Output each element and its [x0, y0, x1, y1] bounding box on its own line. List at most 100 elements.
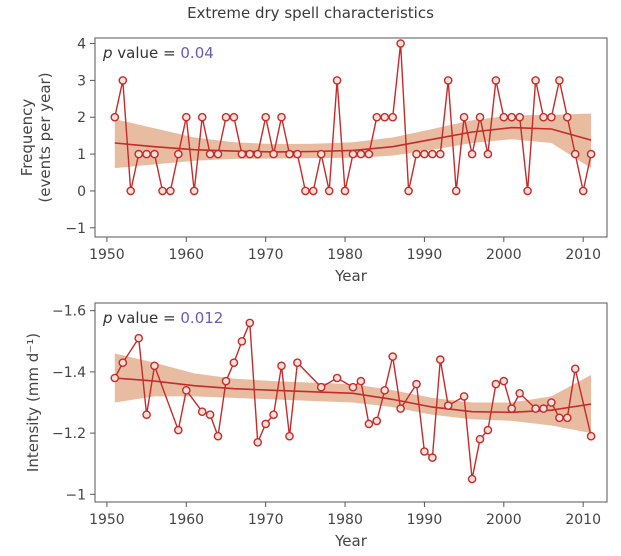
intensity-point	[531, 404, 540, 413]
frequency-plot-frame	[94, 37, 608, 238]
frequency-y-tick-label: 4	[77, 37, 86, 53]
frequency-point	[586, 149, 596, 159]
frequency-point	[340, 186, 350, 196]
intensity-point	[364, 419, 374, 429]
frequency-point	[467, 149, 477, 159]
intensity-point	[173, 425, 183, 435]
frequency-point	[475, 112, 485, 122]
frequency-x-tick-label: 1960	[168, 247, 204, 263]
frequency-point	[332, 76, 342, 85]
intensity-point	[555, 413, 564, 423]
intensity-point	[261, 419, 271, 429]
intensity-point	[483, 425, 493, 435]
frequency-point	[547, 112, 556, 122]
frequency-point	[570, 149, 580, 159]
intensity-point	[110, 373, 120, 383]
intensity-point	[515, 388, 525, 398]
frequency-point	[396, 39, 405, 48]
frequency-x-tick-label: 1990	[407, 247, 443, 263]
intensity-y-tick-label: −1	[65, 487, 86, 503]
intensity-point	[435, 355, 445, 364]
intensity-point	[316, 382, 326, 392]
intensity-point	[181, 385, 191, 395]
intensity-point	[118, 358, 128, 368]
frequency-y-tick-label: 0	[77, 184, 86, 200]
frequency-point	[301, 186, 310, 196]
intensity-plot-frame	[94, 302, 608, 503]
intensity-point	[412, 379, 421, 389]
intensity-point	[293, 358, 302, 368]
frequency-point	[142, 149, 151, 159]
intensity-x-tick-label: 1960	[168, 512, 204, 528]
intensity-point	[491, 379, 501, 389]
intensity-point	[396, 404, 405, 413]
frequency-confidence-band	[114, 113, 592, 169]
frequency-point	[404, 186, 413, 196]
frequency-point	[118, 76, 128, 85]
intensity-x-tick-label: 2010	[565, 512, 601, 528]
frequency-point	[269, 149, 278, 159]
frequency-point	[420, 149, 429, 159]
intensity-x-tick-label: 1970	[248, 512, 284, 528]
frequency-point	[388, 112, 398, 122]
p-value-label: p	[102, 309, 113, 327]
frequency-y-tick-label: 3	[77, 73, 86, 89]
intensity-point	[467, 474, 477, 484]
frequency-point	[189, 186, 199, 196]
frequency-point	[285, 149, 294, 159]
frequency-point	[158, 186, 167, 196]
intensity-point	[150, 361, 159, 371]
intensity-point	[507, 404, 517, 413]
frequency-point	[563, 112, 572, 122]
frequency-point	[483, 149, 493, 159]
intensity-panel: 1950 1960 1970 1980 1990 2000 2010 −1.6 −1.4 −1.2…	[24, 302, 608, 550]
frequency-point	[578, 186, 588, 196]
frequency-point	[491, 76, 501, 85]
intensity-y-tick-label: −1.6	[52, 304, 86, 320]
intensity-point	[213, 431, 223, 441]
intensity-point	[245, 318, 255, 328]
frequency-x-axis-title: Year	[334, 267, 368, 285]
intensity-x-tick-label: 2000	[486, 512, 522, 528]
frequency-point	[253, 149, 263, 159]
intensity-y-axis-title: Intensity (mm d⁻¹)	[24, 333, 42, 472]
frequency-y-tick-label: 1	[77, 147, 86, 163]
intensity-point	[285, 431, 294, 441]
intensity-point	[563, 413, 572, 423]
intensity-point	[499, 376, 509, 386]
intensity-point	[570, 364, 580, 374]
frequency-point	[126, 186, 135, 196]
intensity-point	[443, 401, 453, 410]
intensity-y-tick-label: −1.2	[52, 426, 86, 442]
intensity-x-axis-title: Year	[334, 532, 368, 550]
intensity-p-value-annotation: p value = 0.012	[102, 309, 223, 327]
p-value-number: 0.012	[180, 309, 223, 327]
intensity-y-tick-label: −1.4	[52, 365, 86, 381]
intensity-point	[372, 416, 382, 426]
frequency-x-tick-label: 2010	[565, 247, 601, 263]
frequency-x-tick-label: 2000	[486, 247, 522, 263]
intensity-point	[134, 333, 143, 343]
frequency-point	[435, 149, 445, 159]
frequency-y-tick-label: 2	[77, 110, 86, 126]
intensity-point	[221, 376, 231, 386]
intensity-point	[388, 352, 398, 361]
frequency-point	[205, 149, 215, 159]
figure-title: Extreme dry spell characteristics	[187, 4, 434, 22]
frequency-y-axis-title: Frequency(events per year)	[18, 72, 54, 202]
intensity-point	[380, 385, 390, 395]
frequency-point	[372, 112, 382, 122]
frequency-point	[173, 149, 183, 159]
intensity-point	[539, 404, 548, 413]
intensity-point	[229, 358, 239, 368]
frequency-point	[499, 112, 509, 122]
intensity-x-tick-label: 1990	[407, 512, 443, 528]
frequency-point	[221, 112, 231, 122]
intensity-point	[356, 376, 366, 386]
intensity-point	[205, 410, 215, 420]
intensity-point	[142, 410, 151, 420]
frequency-point	[507, 112, 517, 122]
intensity-point	[428, 453, 437, 462]
frequency-point	[523, 186, 532, 196]
frequency-point	[459, 112, 469, 122]
